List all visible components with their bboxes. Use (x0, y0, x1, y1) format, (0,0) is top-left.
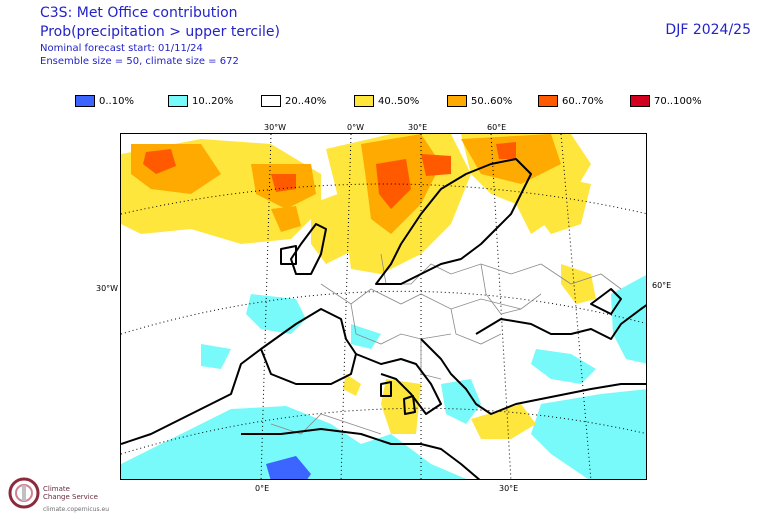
logo-url: climate.copernicus.eu (43, 506, 110, 513)
legend-label: 70..100% (654, 95, 702, 107)
logo-name-line1: Climate (43, 485, 70, 493)
ensemble-info: Ensemble size = 50, climate size = 672 (40, 56, 239, 67)
legend-item-10-20: 10..20% (168, 93, 233, 109)
low-probability-areas (121, 275, 646, 479)
probability-map (121, 134, 646, 479)
top-label-30e: 30°E (408, 123, 428, 132)
c3s-logo-icon (8, 477, 40, 509)
legend-swatch (261, 95, 281, 107)
map-subtitle: Prob(precipitation > upper tercile) (40, 24, 280, 40)
season-label: DJF 2024/25 (665, 22, 751, 38)
bottom-label-0e: 0°E (255, 484, 270, 493)
legend-swatch (630, 95, 650, 107)
top-label-0w: 0°W (347, 123, 364, 132)
logo-name: Climate Change Service (43, 485, 98, 501)
bottom-label-30e: 30°E (499, 484, 519, 493)
legend-label: 40..50% (378, 95, 420, 107)
legend-item-0-10: 0..10% (75, 93, 134, 109)
legend-item-40-50: 40..50% (354, 93, 419, 109)
right-label-60e: 60°E (652, 281, 672, 290)
legend-swatch (168, 95, 188, 107)
legend-label: 50..60% (471, 95, 513, 107)
legend-item-50-60: 50..60% (447, 93, 512, 109)
legend-label: 0..10% (99, 95, 134, 107)
map-title: C3S: Met Office contribution (40, 5, 238, 21)
logo-name-line2: Change Service (43, 493, 98, 501)
legend-label: 10..20% (192, 95, 234, 107)
legend-item-20-40: 20..40% (261, 93, 326, 109)
top-label-60e: 60°E (487, 123, 507, 132)
very-high-probability-areas (143, 142, 516, 209)
map-panel (120, 133, 647, 480)
legend-swatch (354, 95, 374, 107)
very-low-probability-areas (266, 456, 311, 479)
top-label-30w: 30°W (264, 123, 287, 132)
copernicus-logo: Climate Change Service climate.copernicu… (5, 474, 120, 518)
legend-swatch (538, 95, 558, 107)
legend-label: 60..70% (562, 95, 604, 107)
legend-swatch (447, 95, 467, 107)
title-block: C3S: Met Office contribution Prob(precip… (40, 4, 280, 68)
legend-item-60-70: 60..70% (538, 93, 603, 109)
graticule-lines (121, 134, 646, 479)
legend-label: 20..40% (285, 95, 327, 107)
legend-item-70-100: 70..100% (630, 93, 702, 109)
forecast-start: Nominal forecast start: 01/11/24 (40, 43, 203, 54)
country-borders (270, 253, 622, 435)
coastlines (121, 158, 646, 479)
legend-swatch (75, 95, 95, 107)
left-label-30w: 30°W (96, 284, 119, 293)
